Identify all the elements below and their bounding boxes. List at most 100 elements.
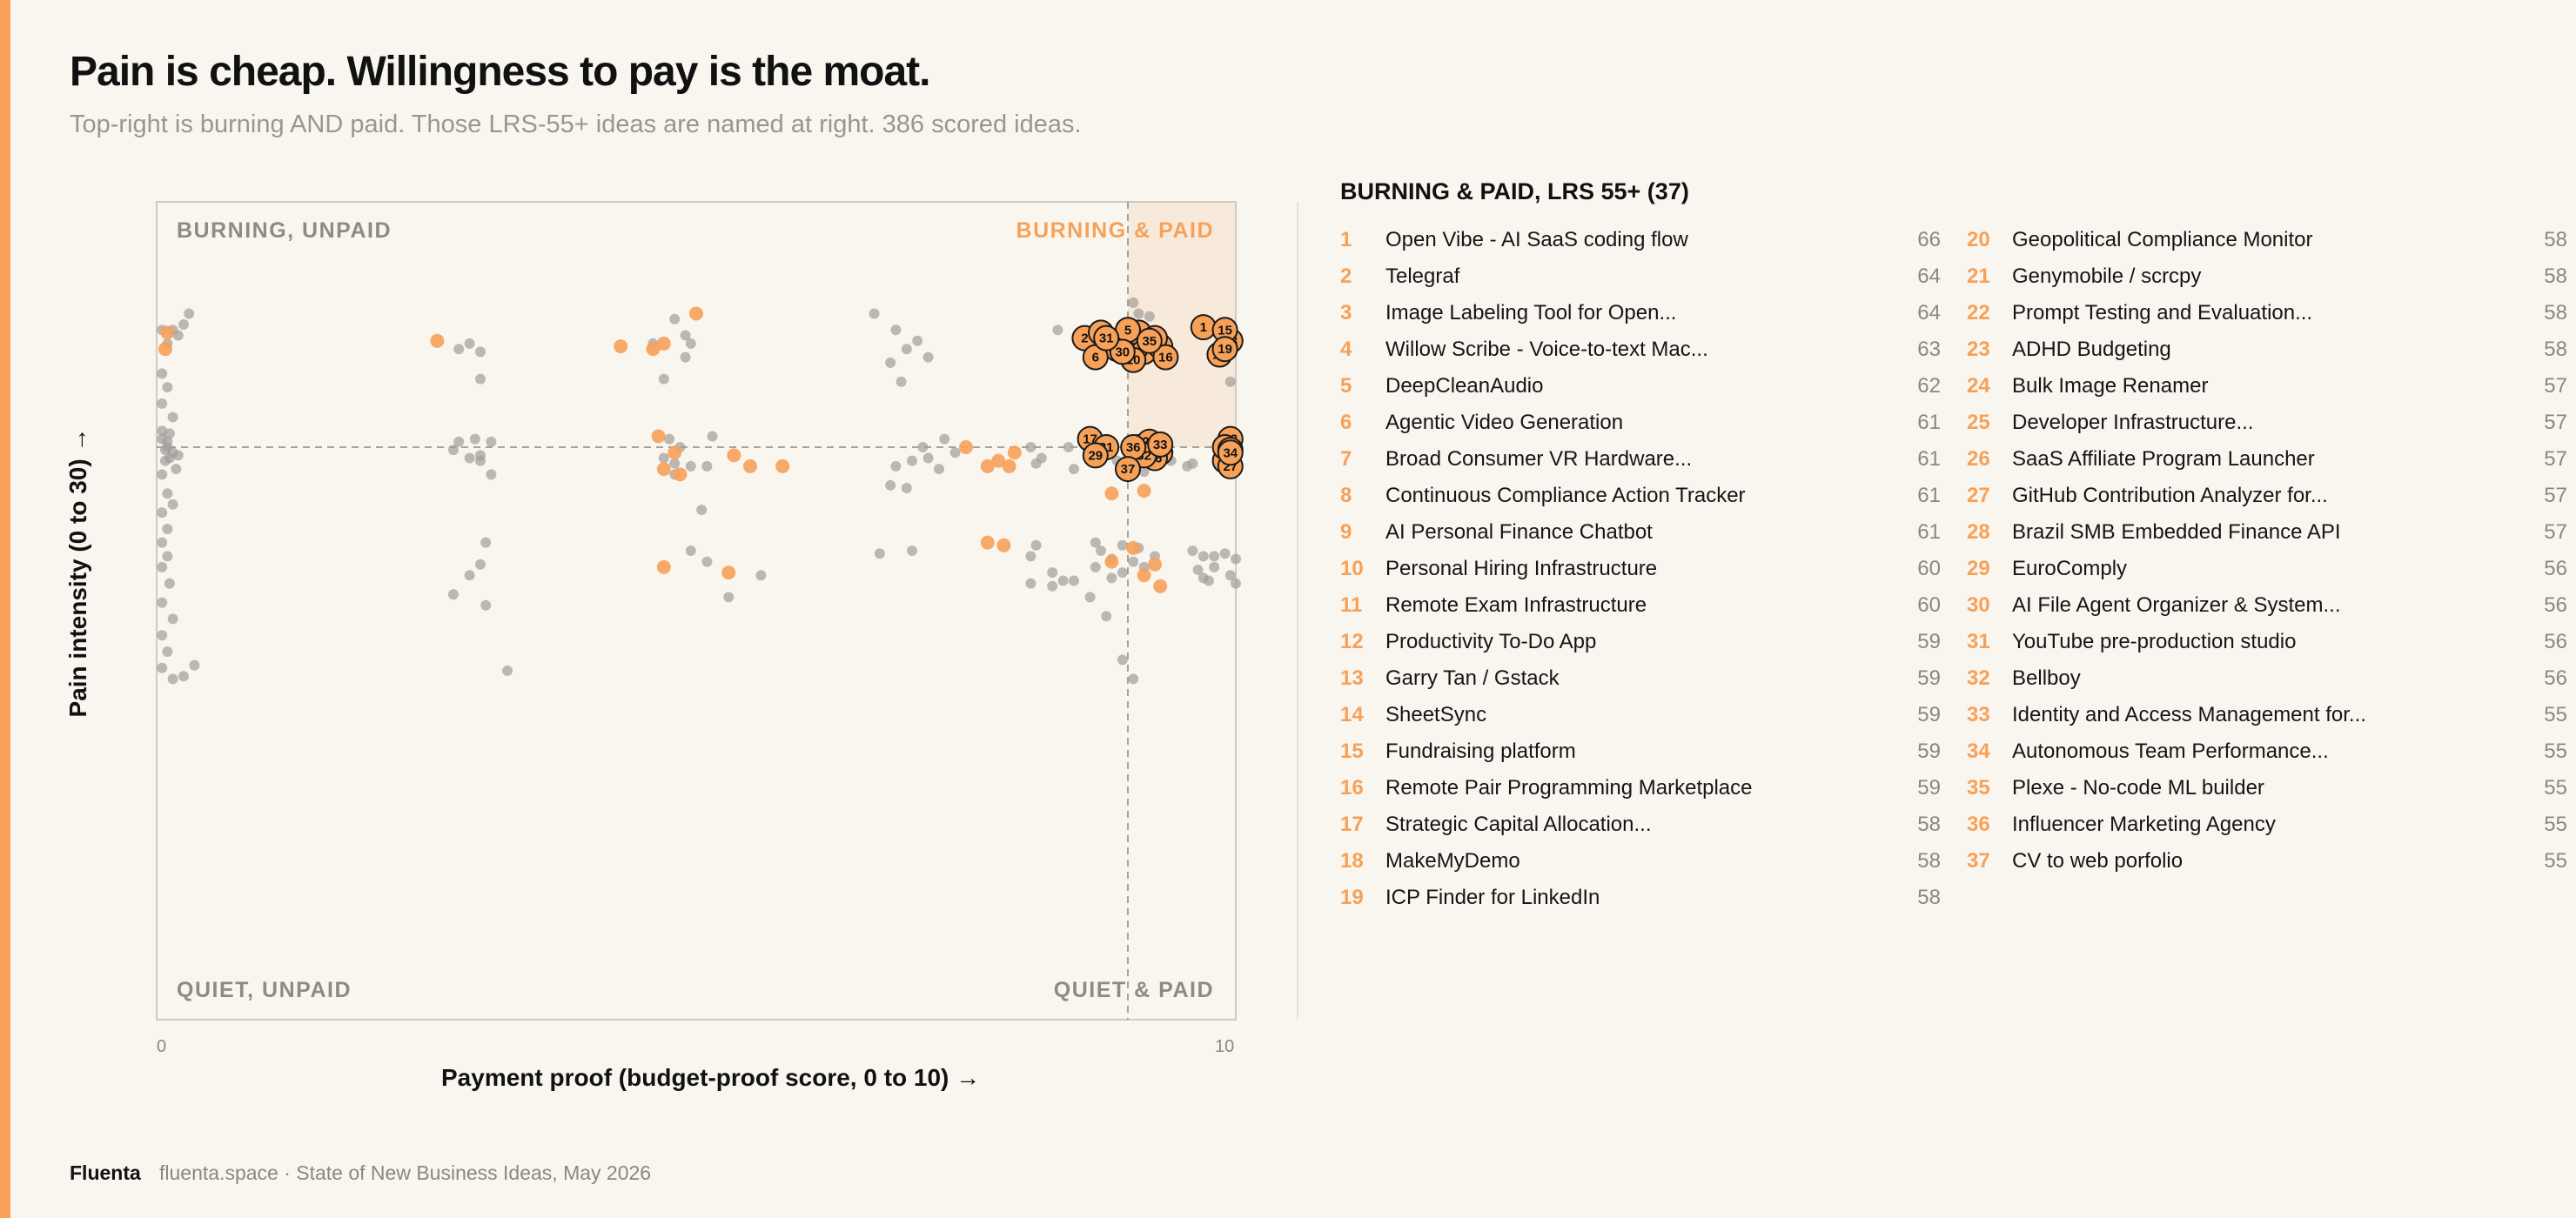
scatter-point — [1128, 297, 1139, 308]
list-item-score: 61 — [1917, 447, 1941, 471]
list-item-name: Willow Scribe - Voice-to-text Mac... — [1385, 338, 1708, 361]
scatter-point — [658, 373, 669, 385]
scatter-point-highlighted — [667, 445, 682, 460]
list-item: 35 Plexe - No-code ML builder 55 — [1967, 770, 2567, 806]
list-item-rank: 17 — [1340, 813, 1364, 836]
scatter-point — [162, 524, 173, 534]
scatter-point — [189, 659, 200, 671]
scatter-point — [1084, 592, 1096, 603]
list-item-score: 62 — [1917, 374, 1941, 398]
labeled-point-number: 31 — [1099, 331, 1114, 346]
list-item-name: Bellboy — [2012, 666, 2081, 690]
x-axis-label: Payment proof (budget-proof score, 0 to … — [441, 1064, 981, 1091]
list-item-name: SaaS Affiliate Program Launcher — [2012, 447, 2315, 471]
quadrant-label-bottom-left: QUIET, UNPAID — [177, 978, 352, 1002]
list-item: 28 Brazil SMB Embedded Finance API 57 — [1967, 514, 2567, 551]
list-item-score: 57 — [2544, 520, 2567, 544]
scatter-point — [1117, 654, 1128, 666]
list-item-name: Developer Infrastructure... — [2012, 411, 2254, 434]
footer-note: fluenta.space · State of New Business Id… — [159, 1161, 652, 1184]
scatter-point — [658, 452, 669, 464]
scatter-point — [922, 351, 934, 363]
list-item-name: ADHD Budgeting — [2012, 338, 2171, 361]
scatter-point-highlighted — [656, 462, 671, 477]
scatter-point — [701, 556, 713, 567]
list-item: 13 Garry Tan / Gstack 59 — [1340, 660, 1941, 697]
panel-divider — [1297, 202, 1298, 1020]
list-item-score: 55 — [2544, 740, 2567, 763]
scatter-point-highlighted — [1007, 445, 1022, 460]
list-item-name: Broad Consumer VR Hardware... — [1385, 447, 1693, 471]
list-item: 33 Identity and Access Management for... 5… — [1967, 697, 2567, 733]
scatter-point — [448, 445, 459, 456]
list-item-score: 59 — [1917, 740, 1941, 763]
scatter-point — [486, 436, 497, 447]
scatter-point — [157, 469, 168, 480]
scatter-point-highlighted — [646, 342, 661, 357]
list-item: 5 DeepCleanAudio 62 — [1340, 368, 1941, 405]
list-item-score: 56 — [2544, 630, 2567, 653]
scatter-point — [901, 483, 912, 493]
scatter-point — [167, 412, 178, 423]
page-title: Pain is cheap. Willingness to pay is the… — [70, 49, 930, 95]
scatter-point — [685, 338, 696, 349]
scatter-point-highlighted — [1104, 554, 1119, 569]
scatter-point — [890, 460, 902, 472]
list-item-rank: 12 — [1340, 630, 1364, 653]
labeled-point-number: 5 — [1124, 323, 1131, 338]
list-item-name: GitHub Contribution Analyzer for... — [2012, 484, 2328, 507]
scatter-point — [669, 458, 681, 469]
list-item-score: 59 — [1917, 703, 1941, 726]
list-item-rank: 3 — [1340, 301, 1352, 325]
list-item-rank: 23 — [1967, 338, 1990, 361]
list-item-name: Productivity To-Do App — [1385, 630, 1597, 653]
scatter-point — [1231, 578, 1241, 589]
scatter-point — [1117, 539, 1128, 551]
scatter-point-highlighted — [673, 467, 688, 482]
scatter-point — [1069, 575, 1079, 586]
scatter-point — [685, 460, 696, 472]
scatter-point — [464, 570, 475, 581]
list-item-rank: 31 — [1967, 630, 1990, 653]
list-item-score: 56 — [2544, 557, 2567, 580]
list-item-score: 59 — [1917, 776, 1941, 800]
scatter-point — [172, 450, 184, 461]
scatter-point — [922, 452, 934, 464]
scatter-point — [1069, 464, 1079, 475]
list-item-name: MakeMyDemo — [1385, 849, 1520, 873]
scatter-point-highlighted — [158, 342, 172, 357]
scatter-point — [1030, 458, 1042, 469]
scatter-point — [685, 545, 696, 557]
footer-brand: Fluenta — [70, 1161, 141, 1184]
scatter-point-highlighted — [980, 535, 995, 550]
scatter-point-highlighted — [959, 440, 973, 454]
list-item-rank: 27 — [1967, 484, 1990, 507]
list-item: 7 Broad Consumer VR Hardware... 61 — [1340, 441, 1941, 478]
list-item: 4 Willow Scribe - Voice-to-text Mac... 63 — [1340, 331, 1941, 368]
list-item-name: Fundraising platform — [1385, 740, 1576, 763]
list-item: 20 Geopolitical Compliance Monitor 58 — [1967, 222, 2567, 258]
list-item-score: 57 — [2544, 374, 2567, 398]
list-item: 17 Strategic Capital Allocation... 58 — [1340, 806, 1941, 843]
labeled-point — [1211, 336, 1238, 363]
scatter-point — [171, 464, 182, 475]
scatter-point-highlighted — [743, 458, 757, 473]
list-item: 9 AI Personal Finance Chatbot 61 — [1340, 514, 1941, 551]
list-item-name: ICP Finder for LinkedIn — [1385, 886, 1600, 909]
list-item: 10 Personal Hiring Infrastructure 60 — [1340, 551, 1941, 587]
scatter-point — [172, 330, 184, 341]
scatter-point — [1128, 673, 1139, 685]
scatter-point — [1063, 442, 1074, 452]
list-item-name: Telegraf — [1385, 264, 1460, 288]
scatter-point — [723, 592, 735, 603]
scatter-point-highlighted — [614, 339, 628, 354]
scatter-point-highlighted — [775, 458, 790, 473]
scatter-point — [469, 433, 480, 445]
list-item-rank: 28 — [1967, 520, 1990, 544]
list-item: 18 MakeMyDemo 58 — [1340, 843, 1941, 880]
list-item-name: Identity and Access Management for... — [2012, 703, 2366, 726]
list-item: 22 Prompt Testing and Evaluation... 58 — [1967, 295, 2567, 331]
scatter-point-highlighted — [656, 336, 671, 351]
list-item-score: 59 — [1917, 630, 1941, 653]
